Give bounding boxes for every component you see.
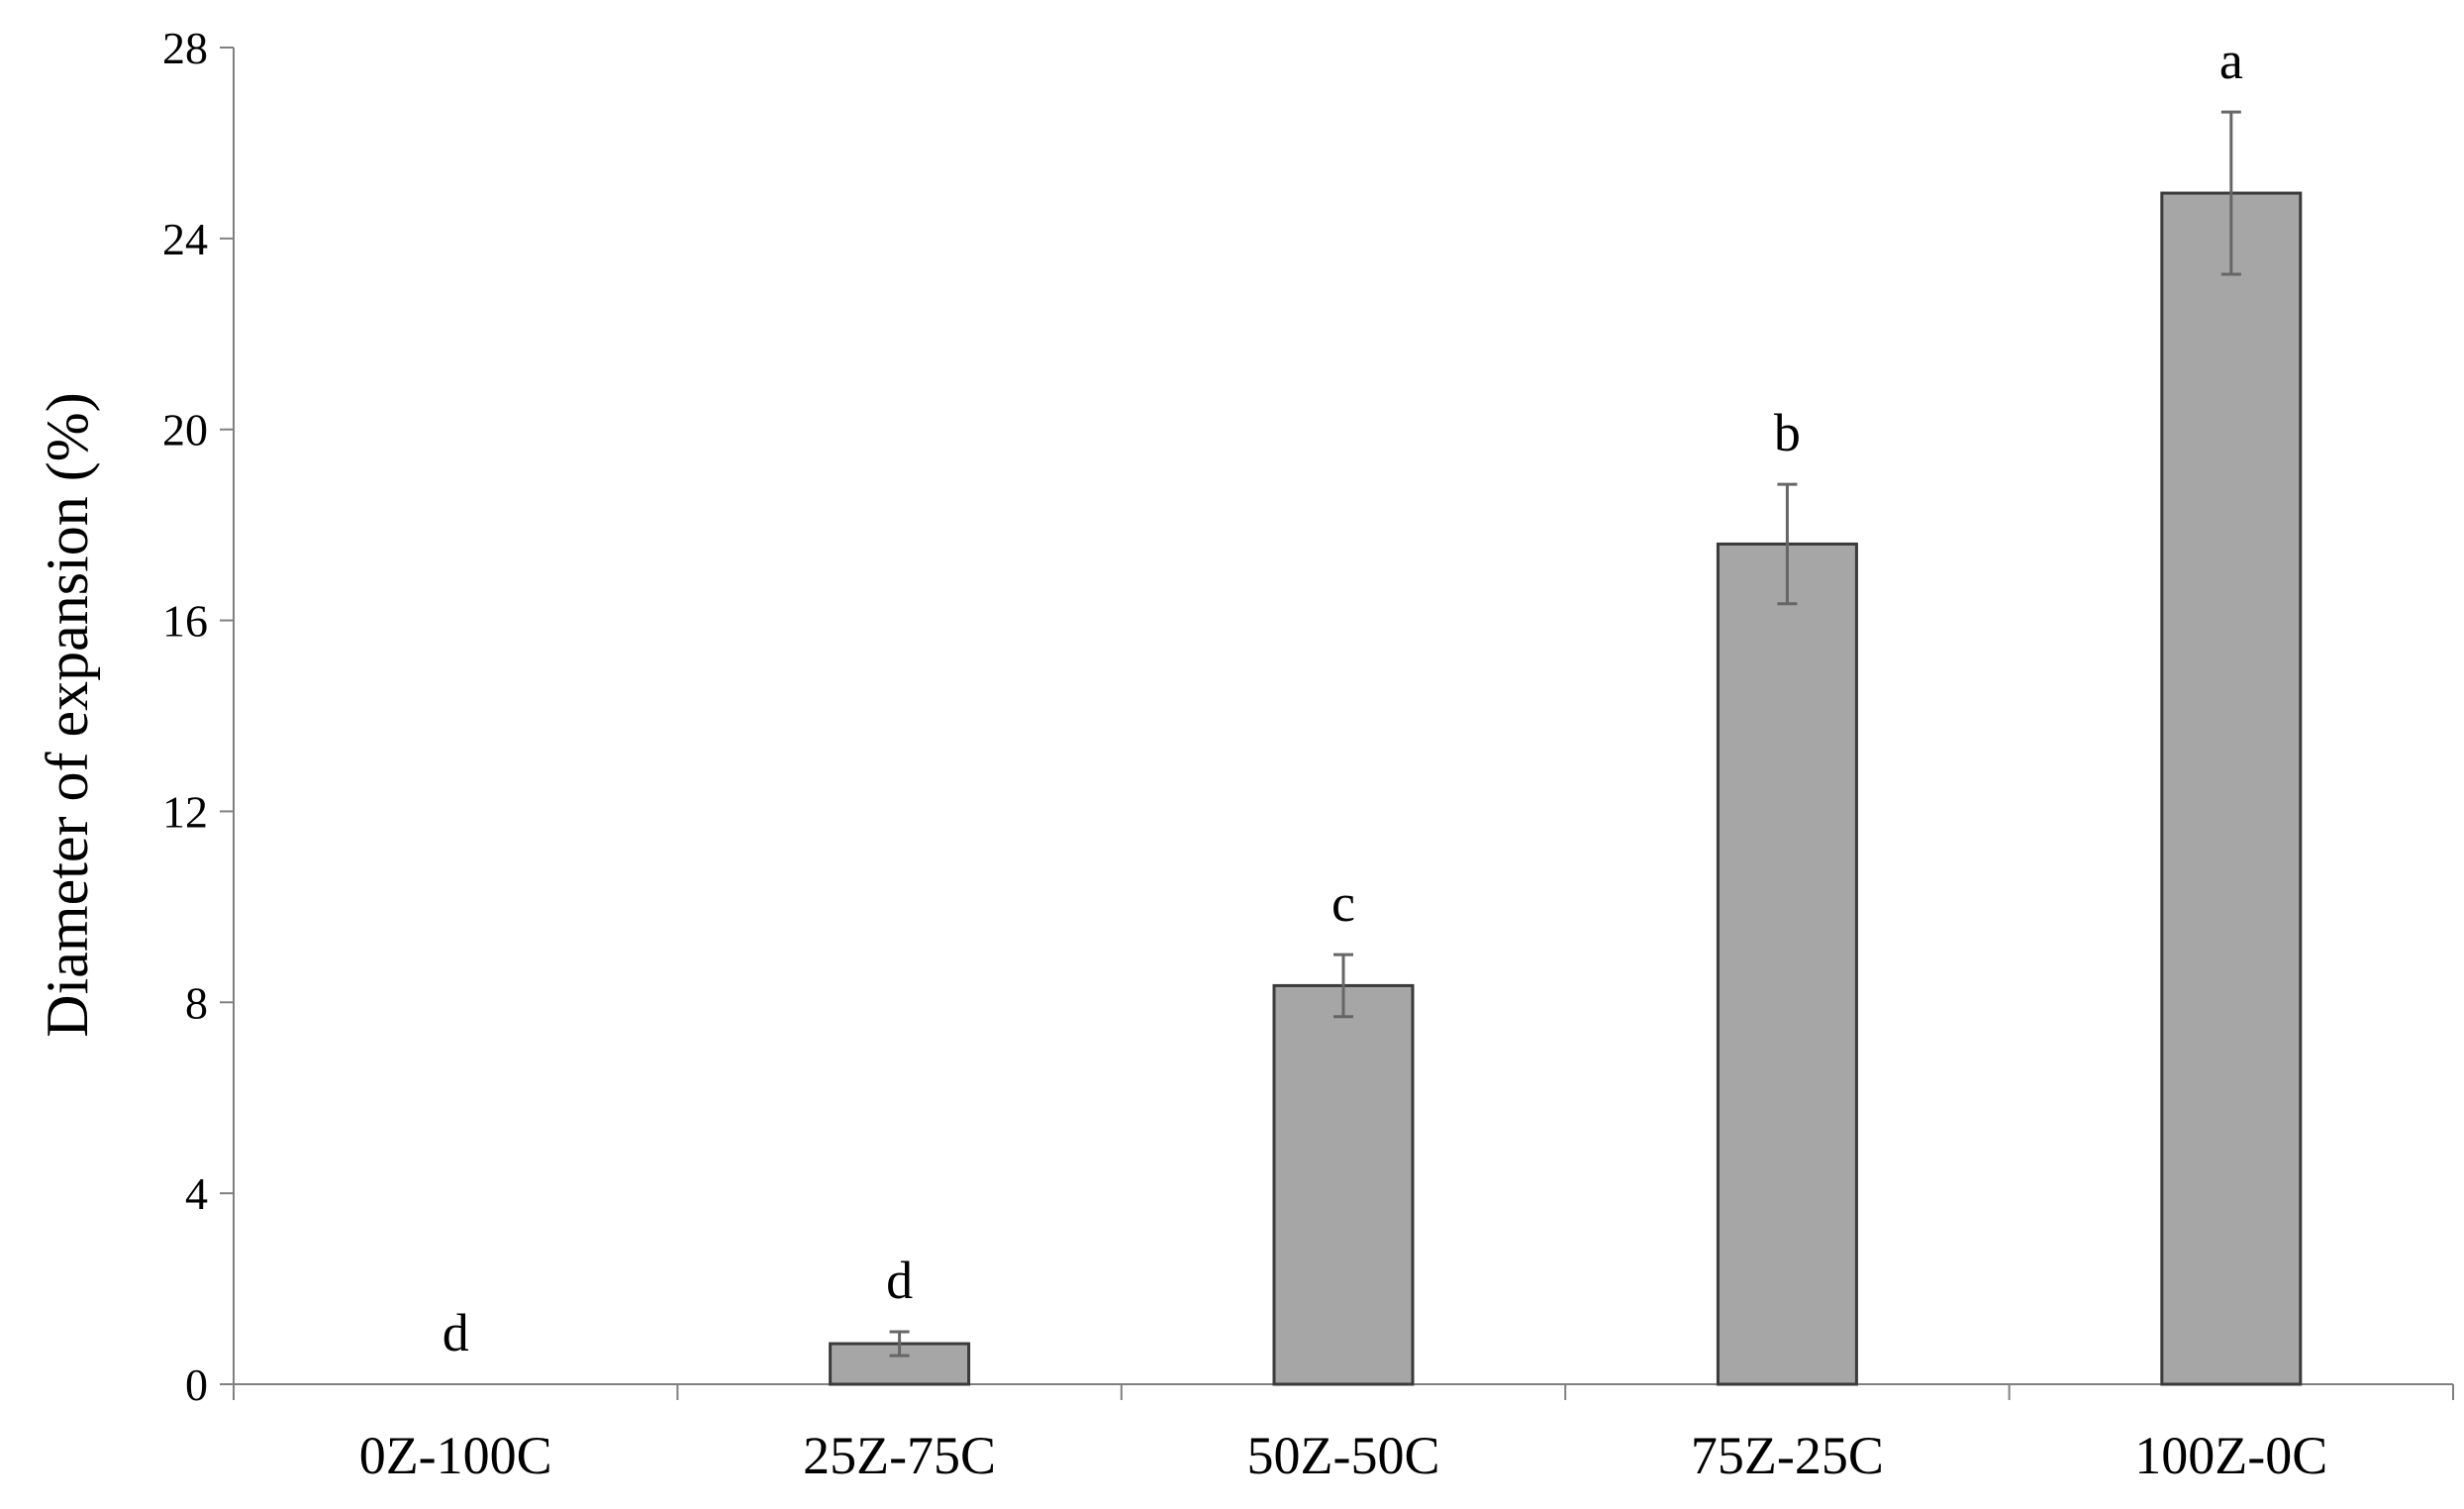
y-tick-label: 24 xyxy=(162,214,208,264)
error-bar-75z-25c xyxy=(1777,482,1798,606)
y-tick-label: 8 xyxy=(185,977,208,1028)
y-tick-label: 0 xyxy=(185,1359,208,1410)
significance-letter: b xyxy=(1774,403,1801,462)
significance-letter: a xyxy=(2219,31,2243,90)
significance-letter: d xyxy=(443,1303,469,1362)
bar-75z-25c xyxy=(1716,542,1858,1386)
error-bar-50z-50c xyxy=(1333,953,1353,1019)
x-category-label: 25Z-75C xyxy=(803,1426,996,1485)
y-tick-label: 28 xyxy=(162,23,208,73)
y-axis-title: Diameter of expansion (%) xyxy=(35,392,100,1037)
bar-100z-0c xyxy=(2160,191,2303,1386)
significance-letter: c xyxy=(1331,873,1355,933)
y-tick-label: 16 xyxy=(162,596,208,647)
bar-50z-50c xyxy=(1272,983,1415,1386)
x-category-label: 75Z-25C xyxy=(1691,1426,1884,1485)
y-tick-label: 4 xyxy=(185,1168,208,1219)
error-bar-100z-0c xyxy=(2220,110,2241,276)
x-category-label: 100Z-0C xyxy=(2134,1426,2327,1485)
significance-letter: d xyxy=(886,1251,913,1310)
y-tick-label: 12 xyxy=(162,786,208,837)
x-category-label: 50Z-50C xyxy=(1247,1426,1440,1485)
error-bar-25z-75c xyxy=(889,1330,910,1358)
y-tick-label: 20 xyxy=(162,405,208,455)
bar-25z-75c xyxy=(829,1342,971,1386)
x-category-label: 0Z-100C xyxy=(359,1426,552,1485)
